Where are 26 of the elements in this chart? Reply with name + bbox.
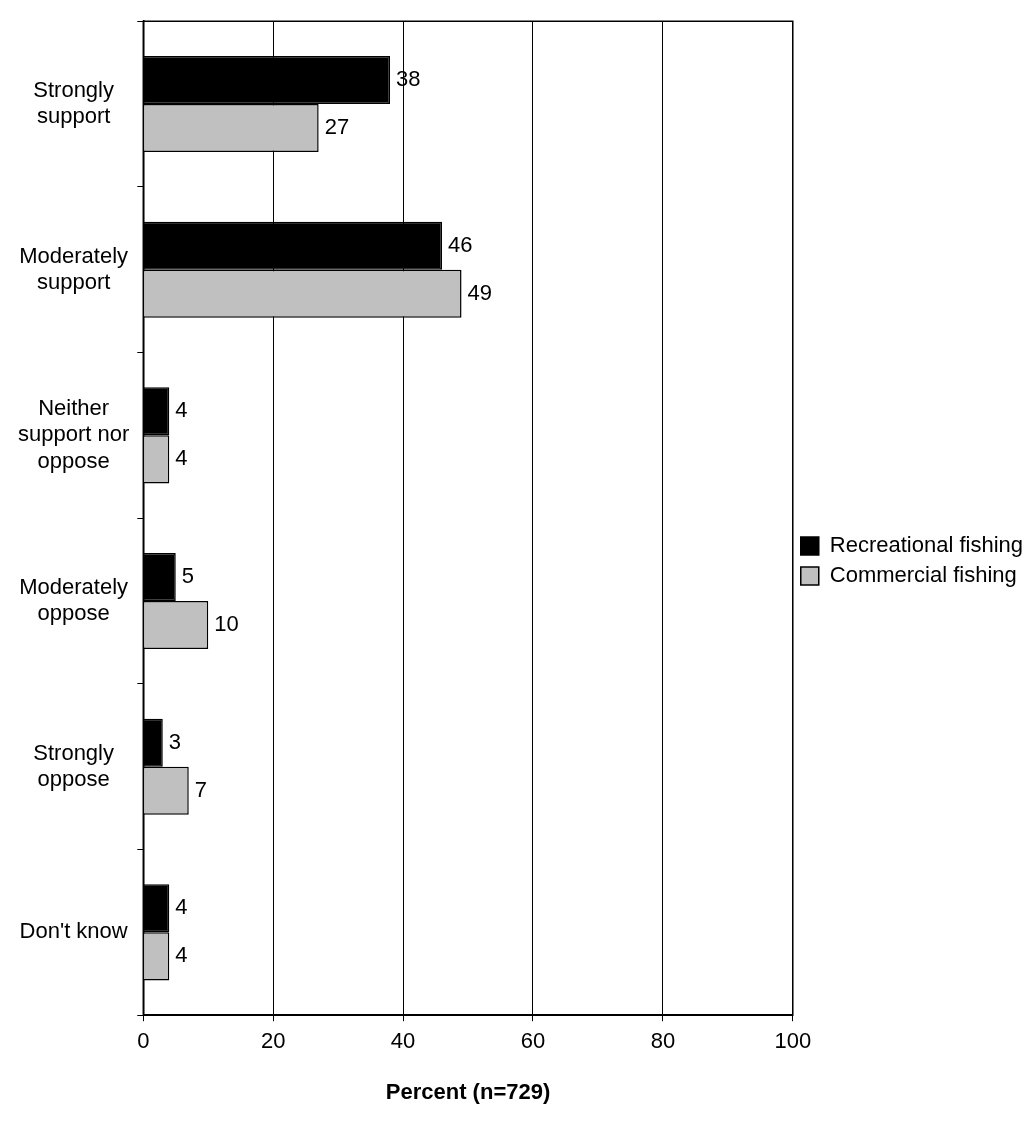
- data-label: 7: [194, 776, 207, 802]
- data-label: 27: [324, 114, 350, 140]
- y-tick-label: Strongly oppose: [33, 739, 114, 791]
- data-label: 46: [448, 231, 473, 257]
- data-label: 49: [467, 279, 493, 305]
- x-axis-title: Percent (n=729): [385, 1078, 551, 1104]
- data-label: 4: [175, 397, 188, 423]
- y-tick-label: Moderately support: [19, 242, 129, 294]
- x-tick-label: 60: [520, 1028, 546, 1054]
- data-label: 4: [175, 942, 188, 968]
- y-tick-label: Moderately oppose: [19, 573, 129, 626]
- x-tick-label: 20: [260, 1028, 286, 1054]
- data-label: 10: [214, 611, 239, 637]
- x-tick-label: 0: [137, 1028, 150, 1054]
- y-tick-label: Neither support nor oppose: [18, 395, 130, 473]
- data-label: 5: [181, 563, 195, 589]
- data-label: 4: [175, 894, 188, 920]
- x-tick-label: 80: [650, 1028, 676, 1054]
- y-tick-label: Strongly support: [33, 76, 114, 129]
- data-label: 3: [168, 728, 182, 754]
- legend-label: Commercial fishing: [829, 562, 1017, 588]
- x-tick-label: 100: [774, 1028, 812, 1054]
- y-tick-label: Don't know: [19, 918, 128, 944]
- x-tick-label: 40: [390, 1028, 416, 1054]
- data-label: 4: [175, 445, 188, 471]
- legend-label: Recreational fishing: [829, 532, 1024, 558]
